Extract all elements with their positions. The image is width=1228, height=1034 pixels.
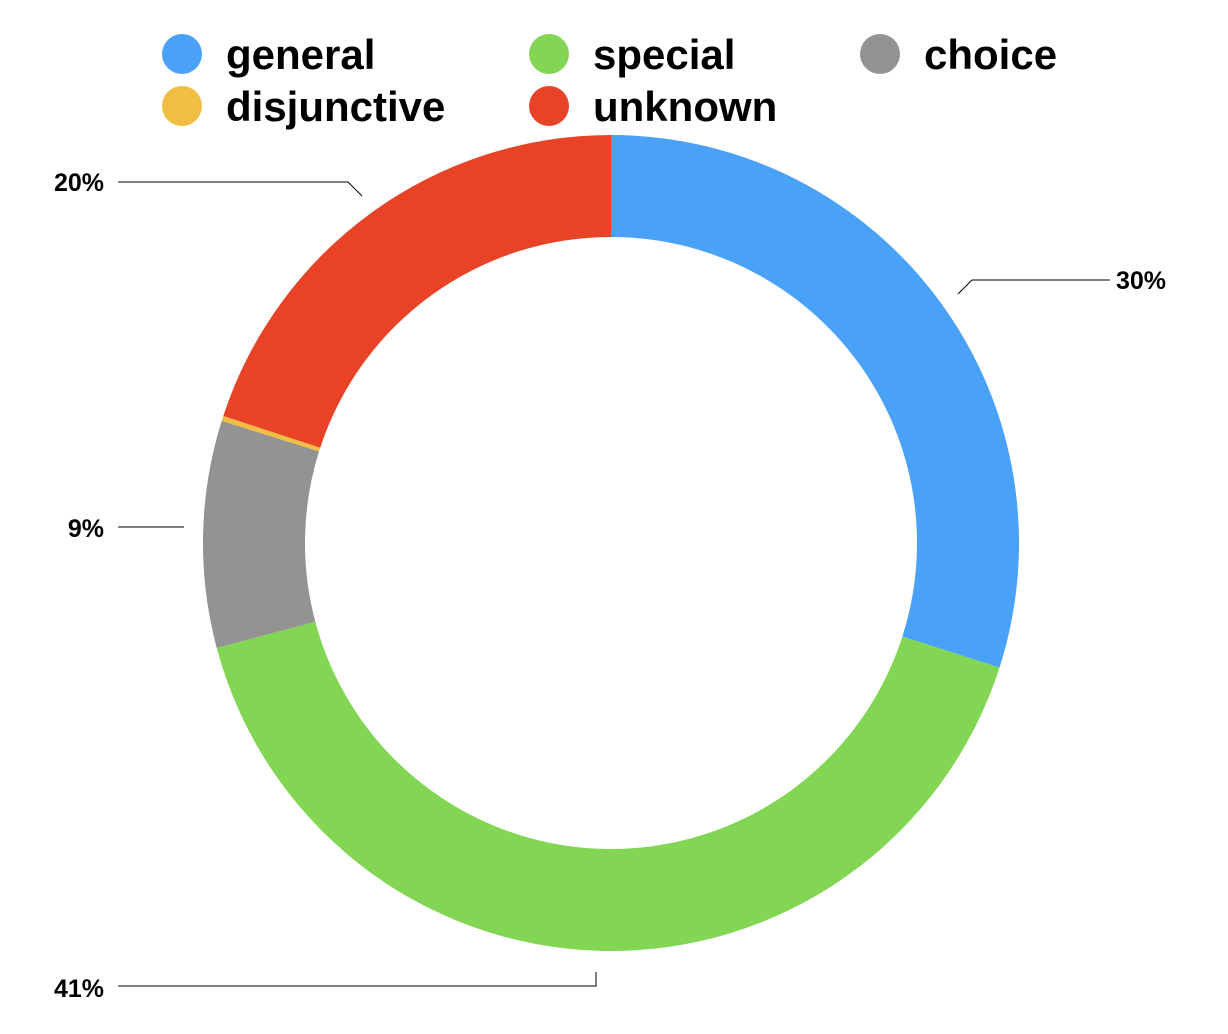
legend-swatch-unknown [529,86,569,126]
legend-item-unknown: unknown [529,83,777,130]
legend-swatch-choice [860,34,900,74]
legend-swatch-general [162,34,202,74]
legend-swatch-disjunctive [162,86,202,126]
leader-line-general [957,279,1110,295]
legend-label-unknown: unknown [593,83,777,130]
legend-item-choice: choice [860,31,1057,78]
legend-label-special: special [593,31,735,78]
legend-item-special: special [529,31,735,78]
legend-item-general: general [162,31,375,78]
donut-slices [202,135,1020,952]
legend-label-choice: choice [924,31,1057,78]
leader-line-special [118,972,597,987]
legend-label-disjunctive: disjunctive [226,83,445,130]
data-label-general: 30% [1116,267,1166,295]
legend-label-general: general [226,31,375,78]
data-label-special: 41% [54,975,104,1003]
data-label-unknown: 20% [54,169,104,197]
data-label-choice: 9% [68,515,104,543]
legend-item-disjunctive: disjunctive [162,83,445,130]
slice-unknown [223,135,611,448]
data-labels: 30% 41% 9% 20% [54,169,1166,1003]
slice-choice [202,420,320,648]
leader-line-unknown [118,181,363,197]
slice-disjunctive [221,415,321,452]
slice-special [216,621,1000,952]
legend-swatch-special [529,34,569,74]
slice-general [611,135,1020,668]
chart-legend: general special choice disjunctive unknown [162,31,1057,130]
